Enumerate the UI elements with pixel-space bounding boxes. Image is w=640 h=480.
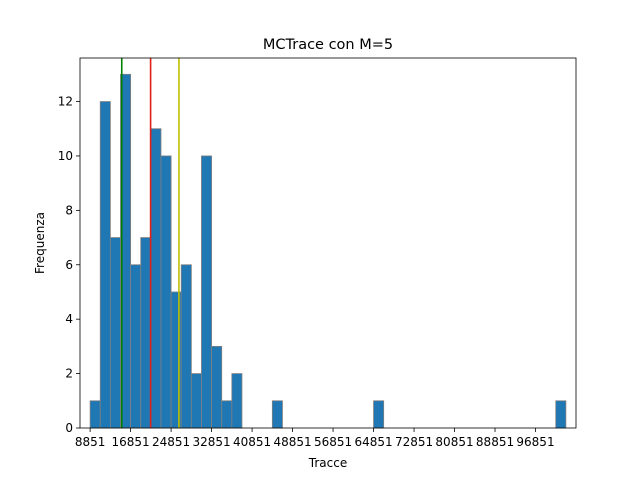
histogram-bar — [221, 400, 233, 429]
x-tick-label: 88851 — [476, 435, 514, 449]
x-tick-label: 72851 — [395, 435, 433, 449]
histogram-bar — [160, 155, 172, 429]
x-axis-title: Tracce — [308, 456, 347, 470]
bars-group — [89, 73, 567, 429]
x-tick-label: 96851 — [516, 435, 554, 449]
x-tick-label: 80851 — [435, 435, 473, 449]
histogram-bar — [150, 128, 162, 429]
y-tick-label: 8 — [65, 203, 73, 217]
y-tick-label: 6 — [65, 258, 73, 272]
histogram-bar — [555, 400, 567, 429]
histogram-bar — [140, 237, 152, 429]
y-tick-label: 10 — [58, 149, 73, 163]
histogram-bar — [99, 101, 111, 429]
y-tick-label: 4 — [65, 312, 73, 326]
x-tick-label: 56851 — [314, 435, 352, 449]
x-tick-label: 40851 — [233, 435, 271, 449]
y-axis-title: Frequenza — [33, 212, 47, 274]
histogram-bar — [271, 400, 283, 429]
x-axis-ticks: 8851 16851 24851 32851 40851 48851 56851 64851 7… — [75, 428, 555, 449]
y-axis-ticks: 0 2 4 6 8 10 12 — [58, 95, 80, 435]
histogram-bar — [211, 345, 223, 429]
histogram-bar — [89, 400, 101, 429]
y-tick-label: 0 — [65, 421, 73, 435]
x-tick-label: 48851 — [273, 435, 311, 449]
x-tick-label: 24851 — [152, 435, 190, 449]
plot-frame — [79, 57, 577, 429]
histogram-bar — [180, 264, 192, 429]
x-tick-label: 16851 — [112, 435, 150, 449]
histogram-bar — [190, 373, 202, 429]
y-tick-label: 2 — [65, 367, 73, 381]
x-tick-label: 32851 — [192, 435, 230, 449]
chart-title: MCTrace con M=5 — [263, 37, 393, 53]
x-tick-label: 64851 — [354, 435, 392, 449]
histogram-bar — [201, 155, 212, 429]
reference-lines-group — [120, 58, 180, 428]
histogram-bar — [231, 373, 243, 429]
y-tick-label: 12 — [58, 95, 73, 109]
histogram-bar — [109, 237, 121, 429]
x-tick-label: 8851 — [75, 435, 106, 449]
histogram-bar — [130, 264, 142, 429]
histogram-bar — [373, 400, 385, 429]
